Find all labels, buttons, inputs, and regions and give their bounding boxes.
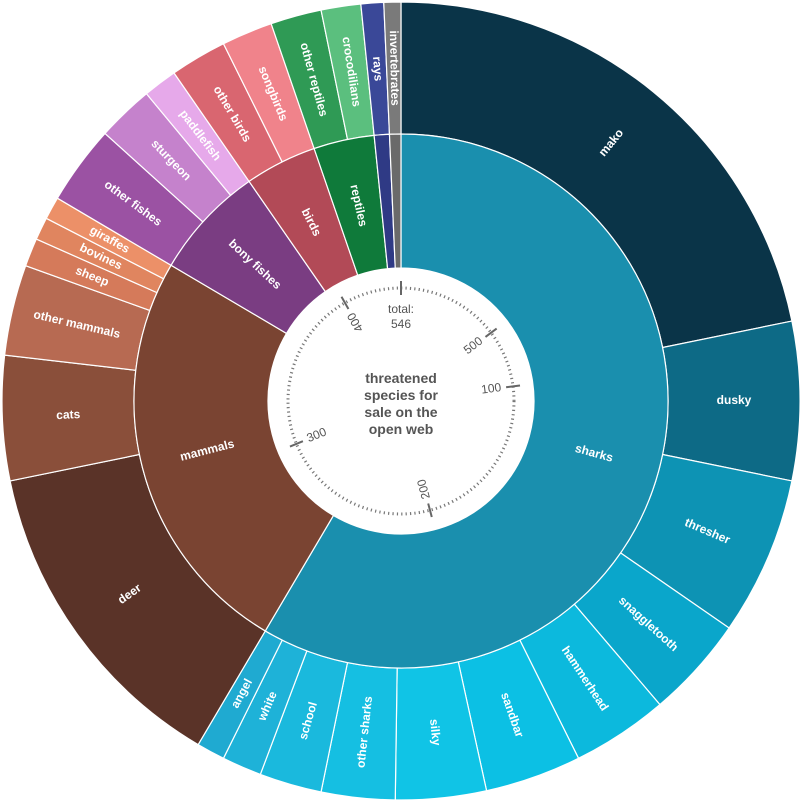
center-disc <box>268 268 534 534</box>
inner-ring <box>133 133 669 669</box>
segment-label-dusky: dusky <box>717 393 752 407</box>
tick-mark-200 <box>427 503 433 518</box>
chart-title: threatened species for sale on the open web <box>364 370 438 437</box>
segment-label-silky: silky <box>427 718 444 746</box>
tick-mark-100 <box>505 384 521 389</box>
total-value: 546 <box>391 317 411 331</box>
scale-ring <box>286 286 516 516</box>
total-label: total: <box>388 302 414 316</box>
segment-label-cats: cats <box>56 407 81 422</box>
segment-label-rays: rays <box>370 56 386 82</box>
tick-label-200: 200 <box>414 477 433 500</box>
tick-label-100: 100 <box>480 380 502 397</box>
tick-mark-400 <box>340 296 350 310</box>
tick-mark-300 <box>289 440 304 448</box>
tick-mark-500 <box>484 327 498 338</box>
segment-label-invertebrates: invertebrates <box>387 30 403 106</box>
